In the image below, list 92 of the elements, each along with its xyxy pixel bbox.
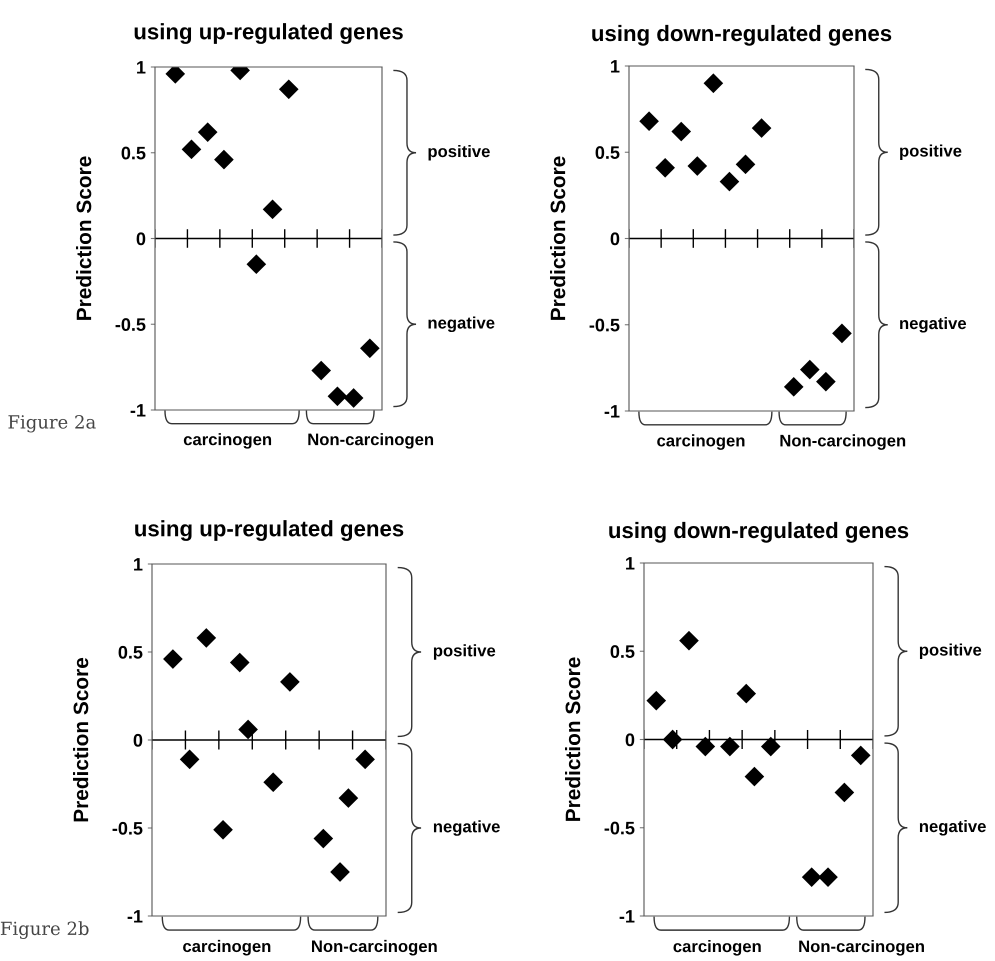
- point: [800, 360, 820, 380]
- y-tick-label: -1: [130, 404, 146, 417]
- text: carcinogen: [657, 434, 744, 450]
- point: [198, 122, 218, 142]
- point: [330, 862, 350, 882]
- point: [761, 737, 780, 756]
- caption: Figure 2a: [8, 415, 96, 432]
- point: [360, 338, 380, 358]
- point: [182, 140, 202, 159]
- y-tick-label: -0.5: [116, 318, 146, 331]
- point: [230, 653, 250, 672]
- point: [163, 650, 182, 669]
- y-tick-label: 1: [626, 557, 634, 570]
- y-tick-label: -0.5: [112, 822, 142, 835]
- y-tick-label: 0.5: [118, 646, 142, 659]
- y-tick-label: -0.5: [604, 822, 634, 834]
- y-tick-label: 0.5: [596, 146, 620, 159]
- point: [744, 767, 764, 786]
- point: [752, 118, 772, 138]
- point: [834, 782, 854, 802]
- point: [696, 737, 715, 756]
- point: [264, 772, 283, 792]
- point: [640, 112, 659, 131]
- point: [832, 324, 852, 343]
- text: Non-carcinogen: [780, 434, 906, 450]
- text: positive: [920, 643, 982, 660]
- point: [246, 254, 266, 274]
- y-tick-label: -1: [604, 405, 620, 418]
- text: Non-carcinogen: [308, 433, 434, 449]
- y-tick-label: 0: [610, 232, 620, 246]
- point: [688, 156, 707, 176]
- y-axis-title: Prediction Score: [76, 156, 92, 320]
- y-axis-title: Prediction Score: [550, 156, 566, 320]
- point: [646, 691, 666, 710]
- y-tick-label: 0: [136, 232, 146, 246]
- text: positive: [428, 144, 490, 161]
- point: [736, 154, 756, 174]
- point: [720, 737, 740, 756]
- text: Non-carcinogen: [312, 940, 437, 956]
- point: [166, 67, 185, 84]
- point: [736, 684, 756, 704]
- point: [356, 750, 375, 769]
- text: Non-carcinogen: [799, 940, 924, 956]
- point: [180, 750, 200, 769]
- text: positive: [900, 144, 962, 160]
- point: [720, 172, 739, 192]
- y-tick-label: 1: [137, 61, 146, 74]
- point: [344, 388, 364, 408]
- point: [314, 829, 333, 848]
- point: [263, 200, 282, 219]
- chart-title: using down-regulated genes: [592, 24, 892, 46]
- y-tick-label: 0.5: [122, 146, 146, 160]
- chart-title: using down-regulated genes: [609, 522, 908, 543]
- y-tick-label: -1: [620, 910, 634, 923]
- text: negative: [900, 316, 966, 333]
- point: [328, 386, 347, 406]
- text: negative: [920, 820, 986, 836]
- y-tick-label: -1: [128, 910, 142, 923]
- point: [679, 631, 699, 650]
- y-axis-title: Prediction Score: [73, 658, 88, 822]
- y-tick-label: -0.5: [590, 318, 620, 332]
- point: [196, 628, 216, 648]
- chart-title: using up-regulated genes: [134, 23, 403, 44]
- point: [280, 672, 300, 692]
- point: [656, 158, 675, 178]
- point: [816, 372, 836, 392]
- y-axis-title: Prediction Score: [565, 657, 580, 821]
- y-tick-label: 1: [134, 558, 142, 571]
- text: negative: [428, 316, 494, 332]
- y-tick-label: 0: [626, 733, 634, 746]
- point: [818, 868, 838, 887]
- text: negative: [434, 820, 500, 836]
- point: [214, 150, 234, 170]
- point: [672, 122, 691, 142]
- point: [802, 868, 822, 887]
- text: carcinogen: [673, 940, 761, 956]
- point: [704, 74, 723, 93]
- point: [238, 720, 258, 739]
- caption: Figure 2b: [0, 921, 89, 939]
- point: [784, 377, 804, 396]
- chart-title: using up-regulated genes: [135, 520, 404, 541]
- point: [851, 746, 870, 765]
- text: carcinogen: [184, 433, 272, 449]
- text: carcinogen: [183, 940, 270, 956]
- y-tick-label: 1: [611, 60, 620, 73]
- point: [338, 788, 358, 808]
- y-tick-label: 0.5: [610, 645, 634, 658]
- y-tick-label: 0: [134, 734, 142, 747]
- point: [214, 820, 233, 840]
- text: positive: [434, 644, 496, 660]
- point: [312, 361, 331, 380]
- point: [279, 80, 298, 99]
